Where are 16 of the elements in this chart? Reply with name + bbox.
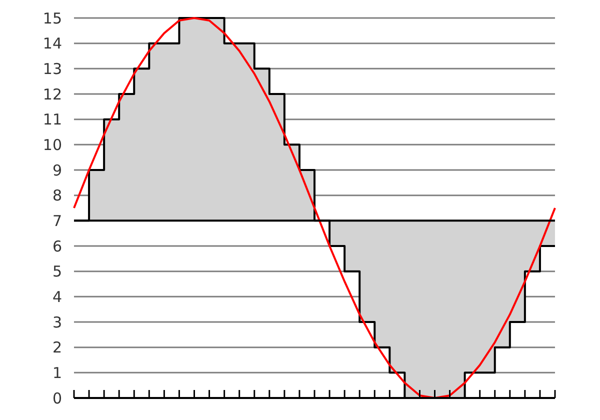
y-tick-label: 12 xyxy=(42,85,62,104)
y-tick-label: 8 xyxy=(52,186,62,205)
y-tick-label: 5 xyxy=(52,262,62,281)
y-tick-label: 1 xyxy=(52,364,62,382)
y-tick-label: 7 xyxy=(52,212,62,230)
y-tick-label: 15 xyxy=(42,9,62,28)
y-tick-label: 4 xyxy=(52,288,62,306)
y-tick-label: 14 xyxy=(42,34,62,53)
y-tick-label: 13 xyxy=(42,60,62,78)
y-tick-label: 9 xyxy=(52,161,62,180)
y-tick-label: 0 xyxy=(52,389,62,408)
y-tick-label: 2 xyxy=(52,338,62,357)
y-tick-label: 6 xyxy=(52,237,62,256)
y-tick-label: 11 xyxy=(42,110,62,129)
y-tick-label: 10 xyxy=(42,136,62,154)
y-tick-label: 3 xyxy=(52,313,62,332)
